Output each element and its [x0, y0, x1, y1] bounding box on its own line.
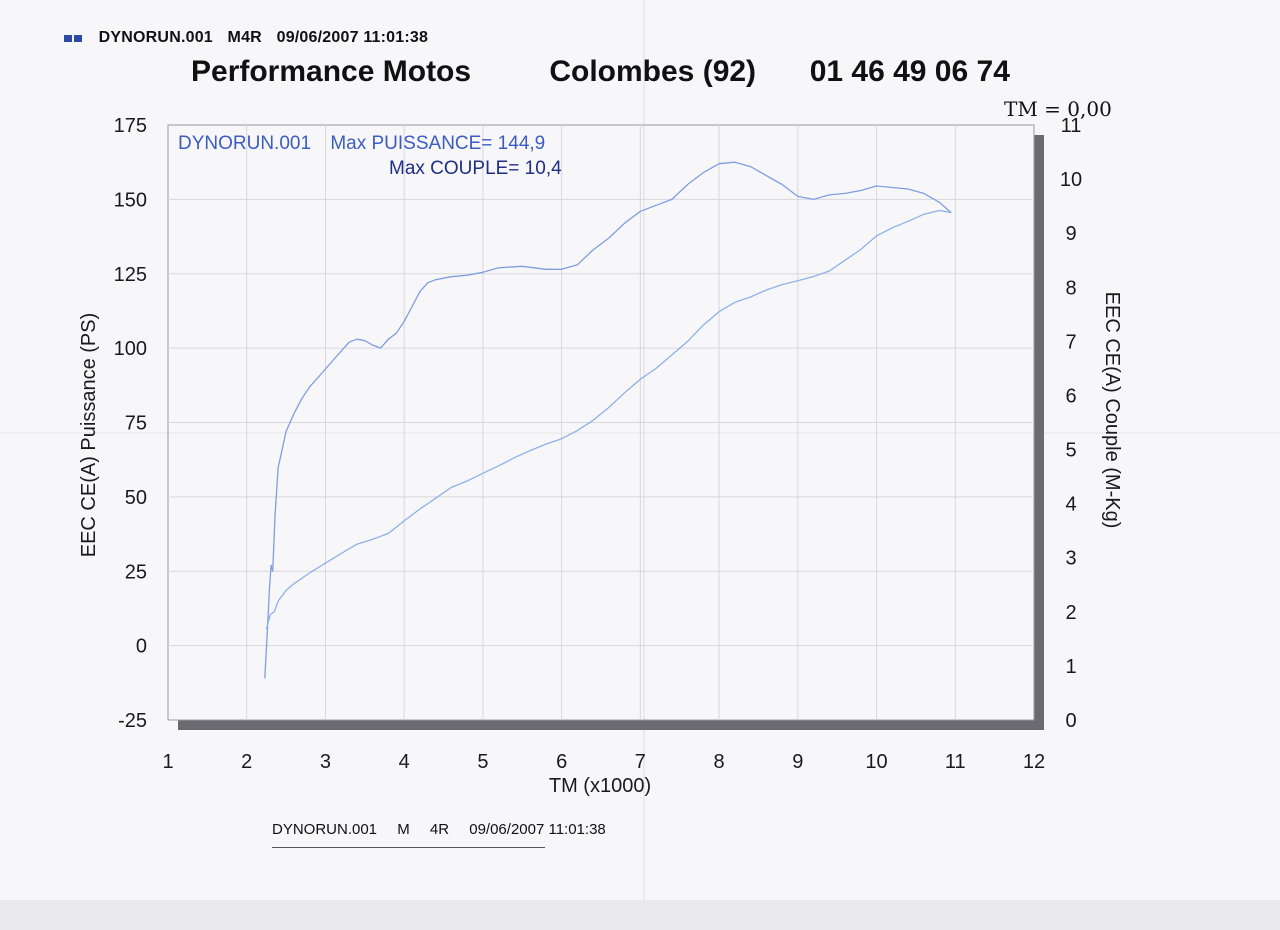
x-tick-label: 5 — [477, 751, 488, 773]
title-shop: Performance Motos — [191, 55, 472, 88]
chart-grid — [168, 125, 1034, 720]
x-tick-label: 7 — [635, 751, 646, 773]
right-tick-label: 10 — [1060, 169, 1082, 191]
left-axis-ticks: -25 0 25 50 75 100 125 150 175 — [114, 115, 147, 732]
blue-squares-icon — [64, 29, 84, 47]
footer-datetime: 09/06/2007 11:01:38 — [469, 821, 606, 838]
header-datetime: 09/06/2007 11:01:38 — [276, 29, 429, 47]
x-tick-label: 1 — [162, 751, 173, 773]
run-footer: DYNORUN.001 M 4R 09/06/2007 11:01:38 — [272, 821, 606, 838]
x-tick-label: 8 — [714, 751, 725, 773]
x-tick-label: 6 — [556, 751, 567, 773]
plot-shadow — [178, 135, 1044, 730]
footer-gear: 4R — [429, 821, 450, 838]
x-axis-ticks: 1 2 3 4 5 6 7 8 9 10 11 12 — [162, 751, 1045, 773]
x-tick-label: 11 — [945, 751, 966, 773]
left-tick-label: 125 — [114, 264, 147, 286]
right-tick-label: 1 — [1065, 656, 1076, 678]
chart-series — [264, 161, 952, 679]
shadow-bottom — [178, 720, 1044, 730]
footer-file: DYNORUN.001 — [272, 821, 378, 838]
left-axis-title: EEC CE(A) Puissance (PS) — [78, 313, 100, 558]
left-tick-label: 175 — [114, 115, 147, 137]
x-tick-label: 4 — [399, 751, 410, 773]
footer-underline — [272, 847, 545, 848]
title-phone: 01 46 49 06 74 — [809, 55, 1010, 88]
footer-mode: M — [397, 821, 410, 838]
left-tick-label: 75 — [125, 413, 147, 435]
x-axis-title: TM (x1000) — [549, 775, 651, 797]
right-tick-label: 9 — [1065, 223, 1076, 245]
header-mode: M4R — [227, 29, 262, 47]
right-tick-label: 8 — [1065, 277, 1076, 299]
x-tick-label: 3 — [320, 751, 331, 773]
left-tick-label: 150 — [114, 189, 147, 211]
legend-power-value: Max PUISSANCE= 144,9 — [330, 133, 545, 154]
legend-max-power: DYNORUN.001 Max PUISSANCE= 144,9 — [178, 133, 545, 154]
x-tick-label: 2 — [241, 751, 252, 773]
left-tick-label: -25 — [118, 710, 147, 732]
series-power-line — [264, 161, 952, 679]
left-tick-label: 100 — [114, 338, 147, 360]
right-tick-label: 2 — [1065, 602, 1076, 624]
tm-readout: TM = 0,00 — [1004, 97, 1112, 121]
x-tick-label: 12 — [1023, 751, 1045, 773]
right-tick-label: 4 — [1065, 494, 1076, 516]
x-tick-label: 10 — [865, 751, 887, 773]
x-tick-label: 9 — [792, 751, 803, 773]
scanner-bottom-edge — [0, 900, 1280, 930]
right-tick-label: 11 — [1061, 115, 1082, 137]
right-axis-ticks: 0 1 2 3 4 5 6 7 8 9 10 11 — [1060, 115, 1082, 732]
right-tick-label: 5 — [1065, 440, 1076, 462]
page-title: Performance Motos Colombes (92) 01 46 49… — [191, 55, 1010, 89]
shadow-right — [1034, 135, 1044, 730]
right-tick-label: 7 — [1065, 331, 1076, 353]
legend-max-torque: Max COUPLE= 10,4 — [389, 158, 562, 179]
left-tick-label: 25 — [125, 561, 147, 583]
paper-fold-vertical — [643, 0, 645, 900]
right-tick-label: 6 — [1065, 385, 1076, 407]
left-tick-label: 0 — [136, 636, 147, 658]
right-axis-title: EEC CE(A) Couple (M-Kg) — [1101, 292, 1123, 529]
left-tick-label: 50 — [125, 487, 147, 509]
right-tick-label: 3 — [1065, 548, 1076, 570]
run-header: DYNORUN.001 M4R 09/06/2007 11:01:38 — [64, 29, 438, 47]
legend-file: DYNORUN.001 — [178, 133, 311, 154]
series-torque-line — [265, 209, 952, 630]
title-city: Colombes (92) — [549, 55, 757, 88]
header-file: DYNORUN.001 — [98, 29, 213, 47]
right-tick-label: 0 — [1065, 710, 1076, 732]
